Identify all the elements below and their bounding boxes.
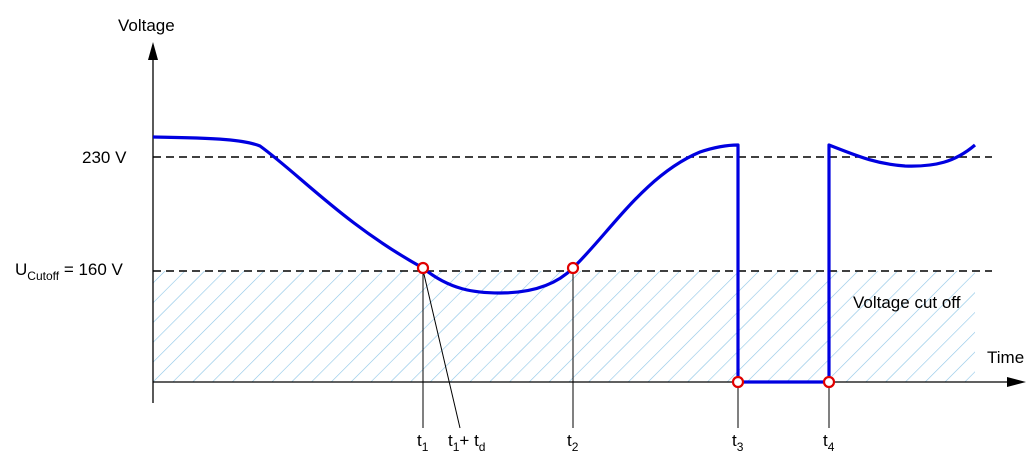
t2-marker-icon — [566, 261, 580, 275]
t4-symbol: t — [823, 431, 828, 450]
t1-td-label: t1+ td — [448, 431, 485, 453]
x-axis-arrow-icon — [1007, 377, 1026, 387]
cutoff-value: = 160 V — [59, 260, 123, 279]
cutoff-voltage-label: UCutoff = 160 V — [15, 260, 123, 282]
t3-label: t3 — [732, 431, 743, 453]
t1-td-subscript-2: d — [478, 440, 486, 454]
t2-subscript: 2 — [571, 440, 579, 454]
t2-label: t2 — [567, 431, 578, 453]
t2-symbol: t — [567, 431, 572, 450]
t1-subscript: 1 — [421, 440, 429, 454]
t4-marker-icon — [822, 375, 836, 389]
cutoff-region-label: Voltage cut off — [853, 293, 961, 312]
t3-subscript: 3 — [736, 440, 744, 454]
t4-label: t4 — [823, 431, 834, 453]
t1-td-pointer-line — [422, 269, 461, 429]
t1-label: t1 — [417, 431, 428, 453]
t1-td-symbol-1: t — [448, 431, 453, 450]
t1-td-subscript-1: 1 — [452, 440, 460, 454]
t1-td-plus: + t — [459, 431, 479, 450]
y-axis-label: Voltage — [118, 16, 175, 35]
cutoff-symbol: U — [15, 260, 28, 279]
y-axis-arrow-icon — [148, 42, 158, 60]
nominal-voltage-label: 230 V — [82, 148, 127, 167]
t1-symbol: t — [417, 431, 422, 450]
cutoff-region — [153, 271, 975, 382]
t1-marker-icon — [416, 261, 430, 275]
t3-marker-icon — [731, 375, 745, 389]
x-axis-label: Time — [987, 348, 1025, 367]
cutoff-subscript: Cutoff — [27, 269, 60, 283]
t3-symbol: t — [732, 431, 737, 450]
t4-subscript: 4 — [827, 440, 835, 454]
